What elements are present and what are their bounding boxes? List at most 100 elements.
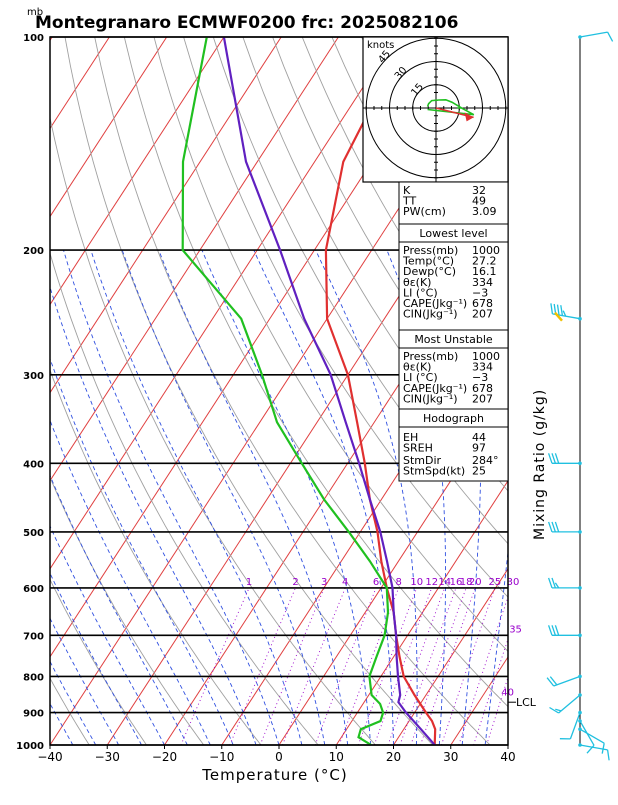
- temperature-tick-label: −10: [209, 750, 234, 764]
- wind-barb-feather: [552, 453, 555, 463]
- table-key: PW(cm): [403, 205, 446, 218]
- pressure-tick-label: 100: [23, 33, 44, 44]
- mixing-ratio-label: 6: [373, 577, 379, 588]
- table-heading: Lowest level: [419, 227, 487, 240]
- temperature-tick-label: −30: [95, 750, 120, 764]
- pressure-tick-label: 300: [23, 371, 44, 382]
- mixing-ratio-label: 12: [425, 577, 438, 588]
- lcl-label: LCL: [516, 696, 537, 709]
- wind-barb-feather: [555, 583, 558, 588]
- mixing-ratio-label: 2: [292, 577, 298, 588]
- wind-barbs: [547, 32, 613, 760]
- wind-barb-feather: [552, 578, 555, 588]
- wind-barb-feather: [555, 625, 558, 635]
- table-heading: Hodograph: [423, 412, 484, 425]
- dry-adiabat-line: [0, 37, 147, 745]
- moist-adiabat-line: [0, 250, 119, 745]
- temperature-tick-label: −40: [37, 750, 62, 764]
- dewpoint-profile: [183, 37, 388, 745]
- mixing-ratio-line: [315, 588, 376, 745]
- wind-barb-feather: [551, 303, 553, 314]
- mixing-ratio-label: 8: [396, 577, 402, 588]
- wind-barb-feather: [549, 625, 552, 635]
- mixing-ratio-line: [411, 588, 466, 745]
- mixing-ratio-label: 1: [246, 577, 252, 588]
- isotherm-line: [0, 37, 109, 745]
- wind-barb-dot: [578, 743, 582, 747]
- pressure-tick-label: 500: [23, 528, 44, 539]
- dry-adiabat-line: [0, 37, 89, 745]
- wind-barb-feather: [549, 578, 552, 588]
- table-value: 207: [472, 308, 493, 321]
- wind-barb-dot: [578, 35, 582, 39]
- wind-barb: [550, 693, 582, 713]
- wind-barb-dot: [578, 462, 582, 466]
- dry-adiabat-line: [540, 37, 618, 745]
- temperature-tick-label: 0: [275, 750, 283, 764]
- table-value: 25: [472, 465, 486, 478]
- pressure-tick-label: 600: [23, 584, 44, 595]
- mixing-ratio-label: 4: [342, 577, 348, 588]
- wind-barb-staff: [554, 676, 580, 686]
- mixing-ratio-line: [230, 588, 296, 745]
- wind-barb: [578, 32, 612, 41]
- wind-barb-feather: [561, 305, 563, 315]
- temperature-tick-label: 40: [500, 750, 515, 764]
- wind-barb-dot: [578, 675, 582, 679]
- wind-barb-feather: [555, 709, 561, 711]
- isotherm-line: [565, 37, 618, 745]
- mixing-ratio-line: [260, 588, 324, 745]
- wind-barb-dot: [578, 530, 582, 534]
- wind-barb-dot: [578, 719, 582, 723]
- table-key: CIN(Jkg⁻¹): [403, 392, 458, 405]
- wind-barb-feather: [558, 305, 560, 315]
- wind-barb-dot: [578, 634, 582, 638]
- mixing-ratio-label: 3: [321, 577, 327, 588]
- pressure-tick-label: 800: [23, 672, 44, 683]
- table-heading: Most Unstable: [414, 333, 493, 346]
- pressure-tick-label: 400: [23, 459, 44, 470]
- mixing-ratio-label: 25: [489, 577, 502, 588]
- pressure-tick-label: 700: [23, 631, 44, 642]
- table-key: SREH: [403, 442, 433, 455]
- wind-barb: [551, 303, 582, 320]
- chart-title: Montegranaro ECMWF0200 frc: 2025082106: [35, 13, 458, 33]
- wind-barb-feather: [549, 453, 552, 463]
- wind-barb-dot: [578, 693, 582, 697]
- mixing-ratio-line: [459, 588, 511, 745]
- wind-barb: [549, 625, 582, 637]
- wind-barb-feather: [608, 750, 610, 760]
- moist-adiabat-line: [0, 250, 210, 745]
- hodograph-unit: knots: [367, 40, 394, 51]
- pressure-tick-label: 200: [23, 246, 44, 257]
- moist-adiabat-line: [0, 250, 187, 745]
- wind-barb-dot: [578, 727, 582, 731]
- pressure-tick-label: 900: [23, 709, 44, 720]
- wind-barb: [549, 453, 582, 465]
- x-axis-label: Temperature (°C): [201, 766, 347, 784]
- wind-barb-dot: [578, 586, 582, 590]
- table-value: 3.09: [472, 205, 497, 218]
- mixing-ratio-label: 10: [410, 577, 423, 588]
- temperature-tick-label: 30: [443, 750, 458, 764]
- wind-barb: [547, 675, 582, 686]
- table-value: 97: [472, 442, 486, 455]
- wind-barb: [549, 578, 582, 590]
- temperature-tick-label: 10: [329, 750, 344, 764]
- wind-barb-dot: [578, 317, 582, 321]
- isotherm-line: [508, 37, 618, 745]
- temperature-tick-label: 20: [386, 750, 401, 764]
- moist-adiabat-line: [0, 250, 164, 745]
- wind-barb-feather: [608, 32, 613, 41]
- mixing-ratio-line: [441, 588, 495, 745]
- wind-barb-feather: [555, 453, 558, 463]
- wind-barb-feather: [555, 522, 558, 532]
- wind-barb: [560, 711, 582, 739]
- moist-adiabat-line: [159, 250, 348, 745]
- wind-barb-staff: [570, 713, 580, 739]
